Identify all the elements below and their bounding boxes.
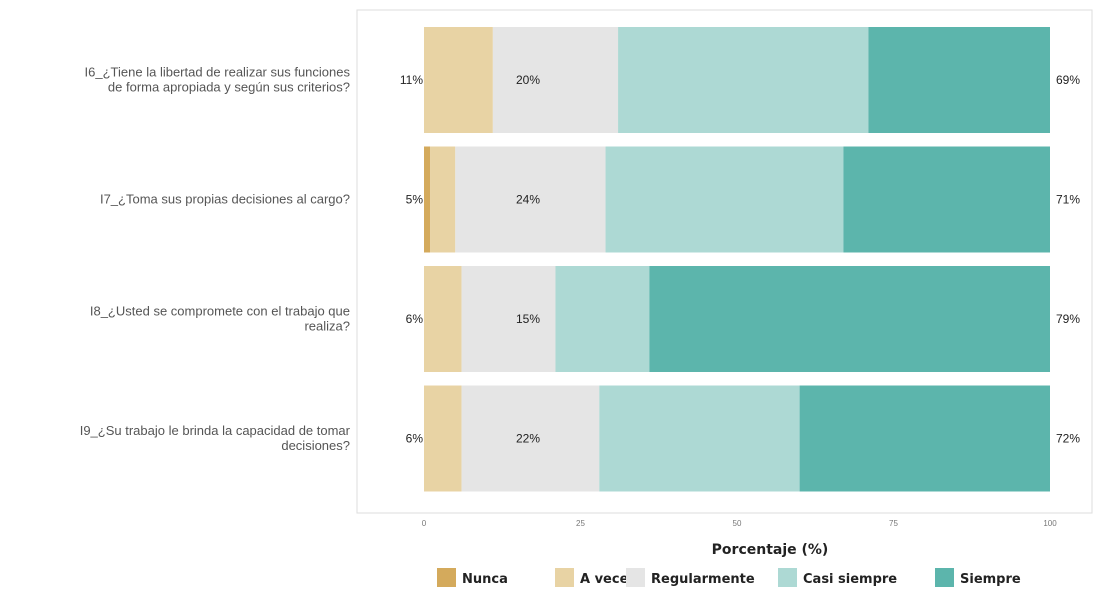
x-tick-label: 0 — [422, 519, 427, 528]
bar-segment-q1-s2 — [424, 27, 493, 133]
bar-segment-q3-s4 — [555, 266, 650, 372]
category-label: decisiones? — [281, 438, 350, 453]
middle-percent-label: 15% — [516, 312, 540, 326]
bar-segment-q4-s5 — [799, 385, 1050, 492]
legend-swatch — [437, 568, 456, 587]
bar-segment-q2-s2 — [430, 146, 456, 253]
bar-segment-q3-s2 — [424, 266, 462, 372]
bar-segment-q4-s4 — [599, 385, 800, 492]
middle-percent-label: 24% — [516, 193, 540, 207]
x-axis-ticks-group: 0 25 50 75 100 — [422, 519, 1057, 528]
bar-segment-q2-s5 — [843, 146, 1050, 253]
left-percent-label: 5% — [406, 193, 424, 207]
bar-segment-q2-s3 — [455, 146, 606, 253]
right-percent-label: 71% — [1056, 193, 1080, 207]
legend-label: Regularmente — [651, 572, 755, 587]
x-tick-label: 50 — [733, 519, 742, 528]
legend-swatch — [778, 568, 797, 587]
category-label: I8_¿Usted se compromete con el trabajo q… — [90, 304, 350, 319]
legend-swatch — [555, 568, 574, 587]
bar-segment-q3-s3 — [461, 266, 556, 372]
bar-segment-q4-s3 — [461, 385, 600, 492]
legend-label: A veces — [580, 572, 636, 587]
legend-swatch — [626, 568, 645, 587]
bar-segment-q1-s4 — [618, 27, 869, 133]
left-percent-label: 6% — [406, 312, 424, 326]
category-label: de forma apropiada y según sus criterios… — [108, 80, 350, 95]
middle-percent-label: 20% — [516, 73, 540, 87]
legend-label: Siempre — [960, 572, 1021, 587]
left-percent-label: 6% — [406, 432, 424, 446]
legend-label: Casi siempre — [803, 572, 897, 587]
bar-segment-q3-s5 — [649, 266, 1050, 372]
category-labels-group: I6_¿Tiene la libertad de realizar sus fu… — [80, 65, 351, 454]
bar-segment-q2-s1 — [424, 146, 431, 253]
legend: Nunca A veces Regularmente Casi siempre Siem… — [437, 568, 1021, 587]
right-percent-label: 79% — [1056, 312, 1080, 326]
x-tick-label: 75 — [889, 519, 898, 528]
x-tick-label: 25 — [576, 519, 585, 528]
percent-labels-group: 11% 20% 69% 5% 24% 71% 6% 15% 79% 6% 22% 72% — [400, 73, 1080, 446]
bars-group — [424, 27, 1050, 492]
bar-segment-q2-s4 — [605, 146, 844, 253]
bar-segment-q4-s2 — [424, 385, 462, 492]
x-axis-label: Porcentaje (%) — [712, 542, 829, 558]
bar-segment-q1-s5 — [868, 27, 1050, 133]
bar-segment-q1-s3 — [492, 27, 619, 133]
category-label: I6_¿Tiene la libertad de realizar sus fu… — [85, 65, 351, 80]
right-percent-label: 69% — [1056, 73, 1080, 87]
category-label: realiza? — [304, 319, 350, 334]
legend-swatch — [935, 568, 954, 587]
middle-percent-label: 22% — [516, 432, 540, 446]
x-tick-label: 100 — [1043, 519, 1057, 528]
category-label: I9_¿Su trabajo le brinda la capacidad de… — [80, 423, 351, 438]
category-label: I7_¿Toma sus propias decisiones al cargo… — [100, 192, 350, 207]
left-percent-label: 11% — [400, 73, 423, 87]
right-percent-label: 72% — [1056, 432, 1080, 446]
legend-label: Nunca — [462, 572, 508, 587]
